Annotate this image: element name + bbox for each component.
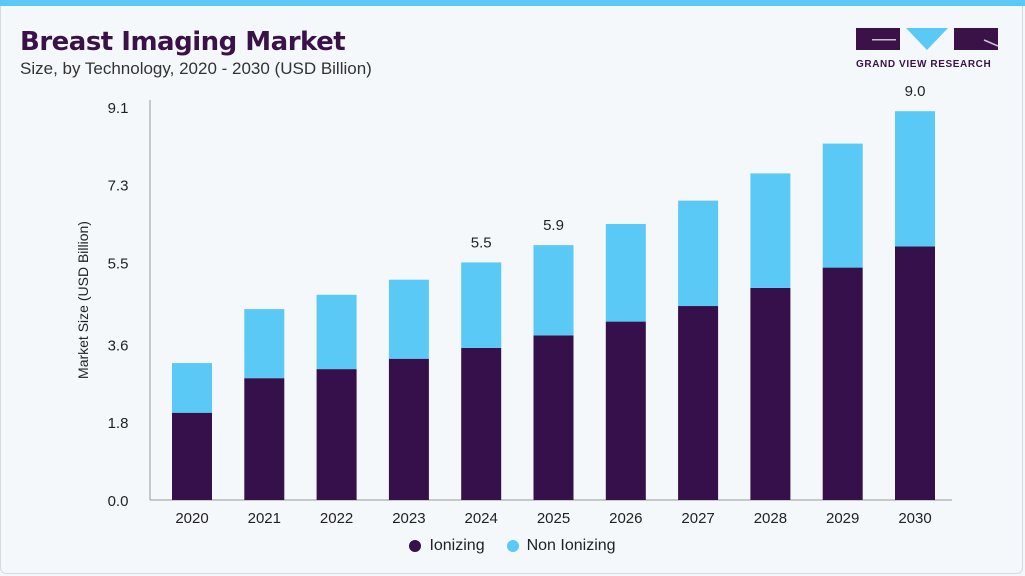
x-tick-label: 2023 xyxy=(392,510,425,527)
bar-non-ionizing-2021 xyxy=(244,309,285,379)
bar-non-ionizing-2026 xyxy=(605,223,646,322)
bar-non-ionizing-2029 xyxy=(822,143,863,268)
chart-title: Breast Imaging Market xyxy=(20,27,346,57)
bar-ionizing-2024 xyxy=(461,347,502,500)
x-tick-label: 2026 xyxy=(609,510,642,527)
bar-ionizing-2020 xyxy=(172,412,212,500)
bar-non-ionizing-2030 xyxy=(895,111,935,247)
bar-ionizing-2028 xyxy=(750,287,791,500)
bar-non-ionizing-2024 xyxy=(461,262,502,348)
legend-label: Non Ionizing xyxy=(526,537,616,554)
legend-label: Ionizing xyxy=(429,537,485,554)
bar-ionizing-2030 xyxy=(895,246,935,500)
y-tick-label: 7.3 xyxy=(108,178,129,195)
x-tick-label: 2025 xyxy=(537,510,570,527)
bar-non-ionizing-2025 xyxy=(533,245,574,336)
legend-item-non-ionizing: Non Ionizing xyxy=(506,537,616,555)
bar-ionizing-2025 xyxy=(533,335,574,500)
data-label-2024: 5.5 xyxy=(471,234,492,251)
bar-ionizing-2027 xyxy=(678,306,719,500)
bar-ionizing-2029 xyxy=(822,267,863,500)
x-tick-label: 2020 xyxy=(175,510,208,527)
legend-swatch-ionizing xyxy=(409,540,422,552)
bar-non-ionizing-2023 xyxy=(388,279,429,359)
bar-non-ionizing-2028 xyxy=(750,173,791,288)
y-axis-label: Market Size (USD Billion) xyxy=(75,221,91,379)
x-tick-label: 2024 xyxy=(465,510,498,527)
legend: Ionizing Non Ionizing xyxy=(0,537,1025,555)
bar-non-ionizing-2022 xyxy=(316,294,357,370)
bar-ionizing-2026 xyxy=(605,321,646,500)
x-tick-label: 2027 xyxy=(681,510,714,527)
x-tick-label: 2021 xyxy=(248,510,281,527)
y-tick-label: 3.6 xyxy=(108,337,129,354)
bar-non-ionizing-2020 xyxy=(172,363,212,413)
y-tick-label: 5.5 xyxy=(108,255,129,272)
y-tick-label: 9.1 xyxy=(108,100,129,117)
x-tick-label: 2029 xyxy=(826,510,859,527)
chart-subtitle: Size, by Technology, 2020 - 2030 (USD Bi… xyxy=(20,59,372,78)
accent-bar xyxy=(0,0,1025,6)
bar-ionizing-2021 xyxy=(244,378,285,500)
bar-non-ionizing-2027 xyxy=(678,200,719,307)
y-tick-label: 1.8 xyxy=(108,415,129,432)
x-tick-label: 2030 xyxy=(898,510,931,527)
legend-item-ionizing: Ionizing xyxy=(409,537,485,555)
legend-swatch-non-ionizing xyxy=(506,540,519,552)
bar-ionizing-2022 xyxy=(316,369,357,500)
data-label-2030: 9.0 xyxy=(905,83,926,100)
logo-text: GRAND VIEW RESEARCH xyxy=(856,59,992,70)
data-label-2025: 5.9 xyxy=(543,217,564,234)
bar-ionizing-2023 xyxy=(388,358,429,500)
grand-view-research-logo xyxy=(856,28,998,50)
y-tick-label: 0.0 xyxy=(108,493,129,510)
x-tick-label: 2028 xyxy=(754,510,787,527)
x-tick-label: 2022 xyxy=(320,510,353,527)
